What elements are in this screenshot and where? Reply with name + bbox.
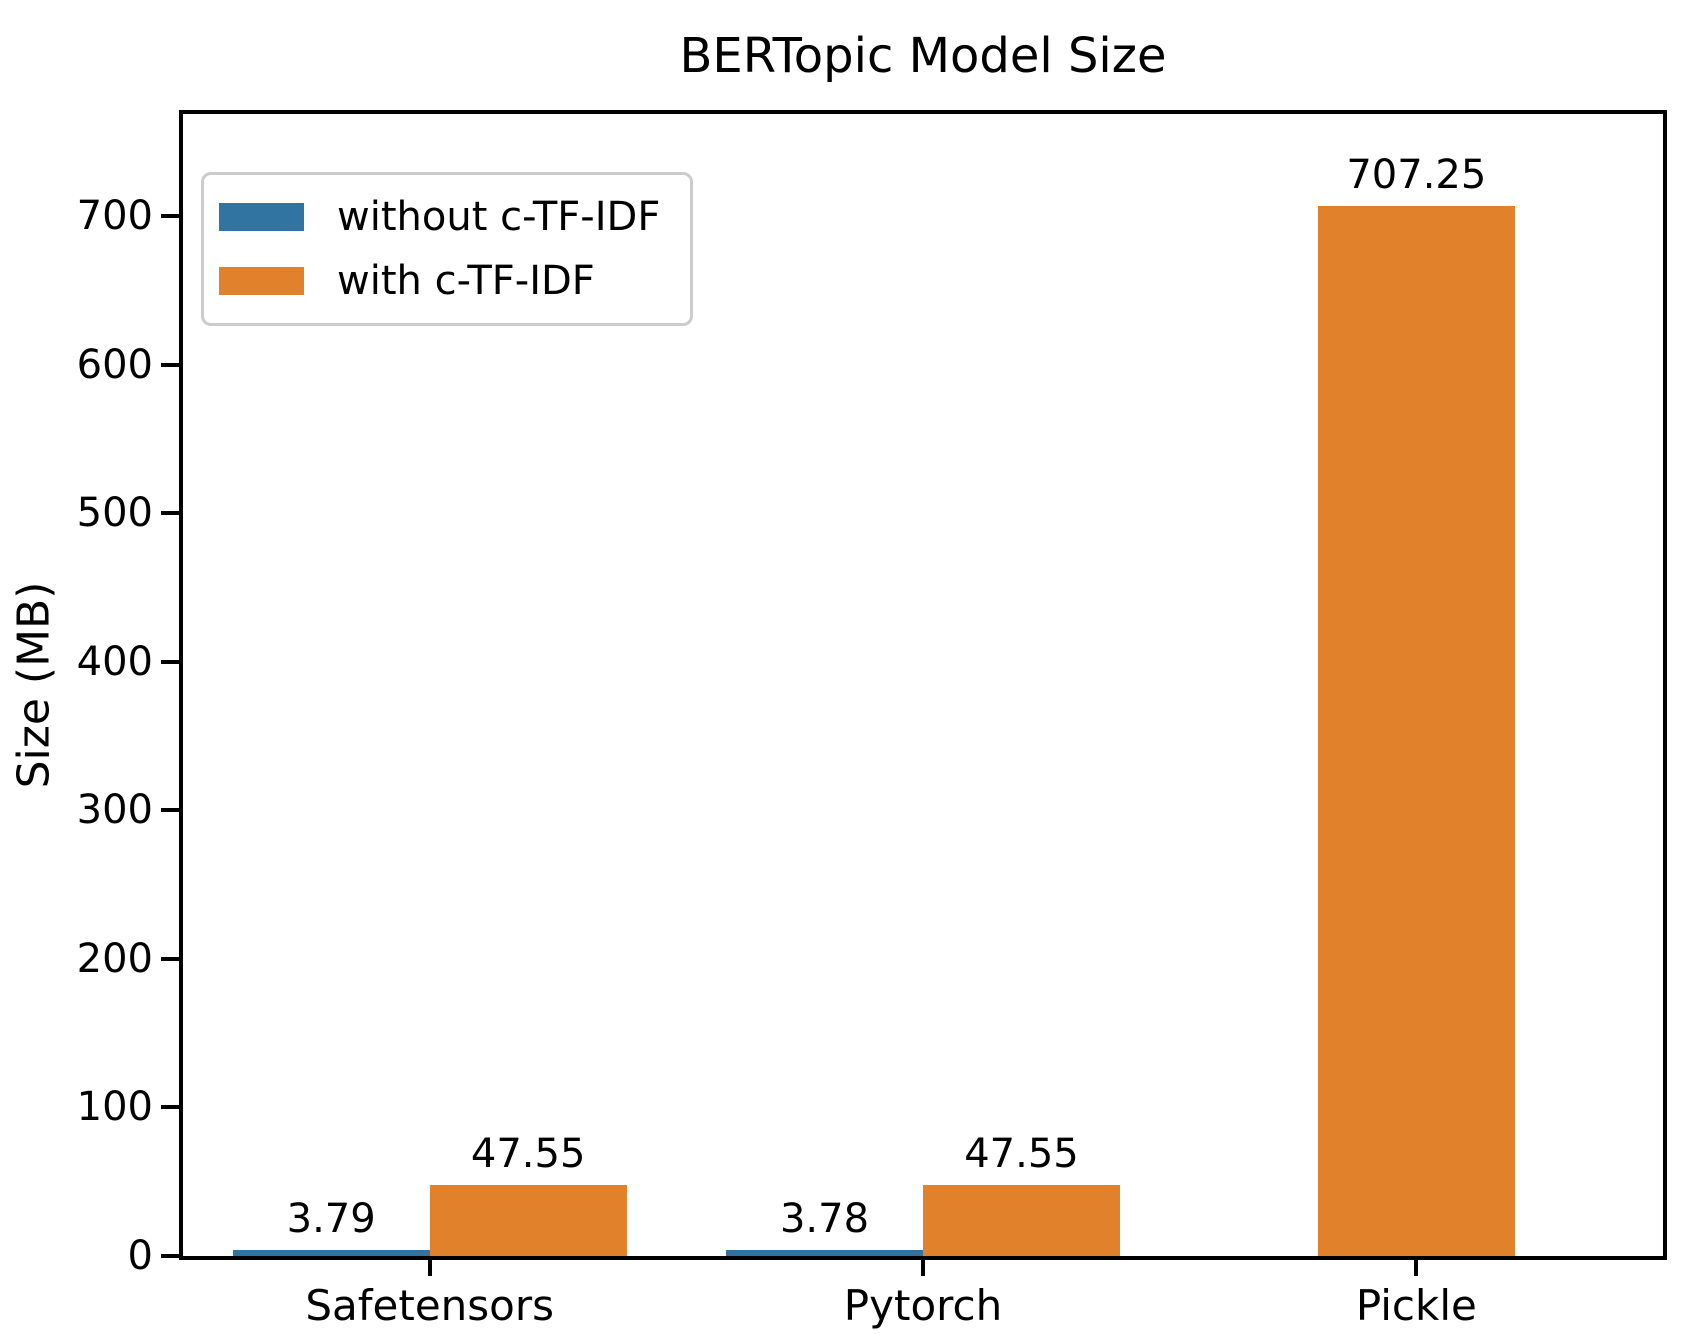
x-category-label: Safetensors <box>305 1281 555 1330</box>
y-tick-label: 300 <box>76 787 153 834</box>
x-category-label: Pickle <box>1355 1281 1477 1330</box>
x-category-label: Pytorch <box>843 1281 1003 1330</box>
y-tick-label: 500 <box>76 490 153 537</box>
legend: without c-TF-IDF with c-TF-IDF <box>201 172 694 326</box>
bar <box>726 1250 923 1256</box>
y-tick-label: 100 <box>76 1084 153 1131</box>
y-tick-mark <box>161 808 179 813</box>
legend-item-label: with c-TF-IDF <box>337 258 595 304</box>
y-tick-mark <box>161 362 179 367</box>
bar-value-label: 47.55 <box>470 1131 586 1178</box>
legend-item-label: without c-TF-IDF <box>337 194 661 240</box>
bar-value-label: 707.25 <box>1346 151 1487 198</box>
y-tick-mark <box>161 956 179 961</box>
y-tick-label: 0 <box>127 1233 153 1279</box>
y-tick-mark <box>161 214 179 219</box>
y-tick-label: 200 <box>76 935 153 982</box>
y-tick-mark <box>161 1105 179 1110</box>
y-tick-mark <box>161 659 179 664</box>
chart-title: BERTopic Model Size <box>679 28 1167 84</box>
bar-value-label: 3.79 <box>286 1196 376 1243</box>
plot-area: without c-TF-IDF with c-TF-IDF 0 100 200 300… <box>77 110 1667 1330</box>
legend-item: with c-TF-IDF <box>219 249 660 313</box>
y-tick-label: 600 <box>76 341 153 388</box>
bar-value-label: 47.55 <box>964 1131 1079 1178</box>
y-tick-label: 700 <box>76 193 153 240</box>
y-tick-label: 400 <box>76 638 153 685</box>
bar <box>429 1185 627 1256</box>
x-tick-mark <box>921 1256 925 1276</box>
bar-value-label: 3.78 <box>779 1196 870 1243</box>
bar <box>1317 205 1515 1256</box>
y-tick-mark <box>161 511 179 516</box>
bar <box>923 1185 1120 1256</box>
y-tick-mark <box>161 1254 179 1258</box>
x-tick-mark <box>427 1256 432 1276</box>
bar <box>232 1250 430 1256</box>
legend-item: without c-TF-IDF <box>219 185 660 249</box>
legend-swatch <box>219 267 304 295</box>
legend-swatch <box>219 203 304 231</box>
x-tick-mark <box>1414 1256 1419 1276</box>
